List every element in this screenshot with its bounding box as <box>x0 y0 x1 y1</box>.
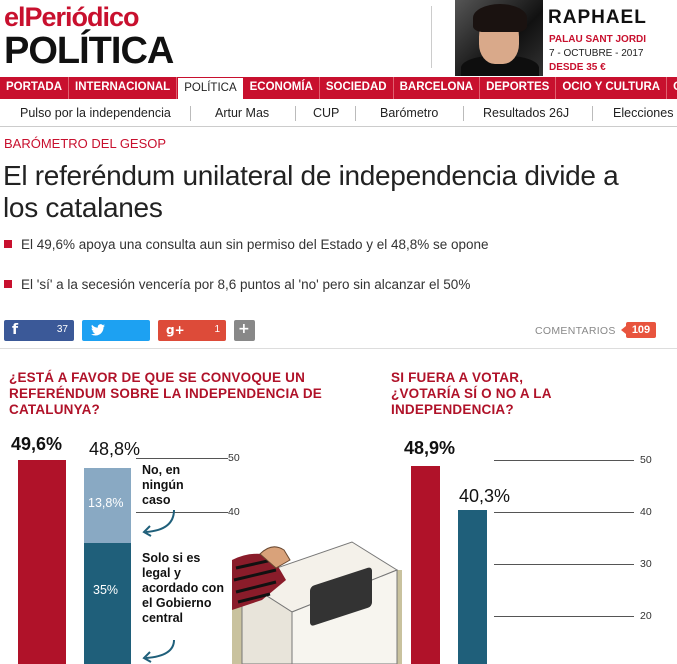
chart2-bar-no <box>458 510 487 664</box>
chart1-note-solo-si-legal: Solo si es legal y acordado con el Gobie… <box>142 551 224 625</box>
site-logo[interactable]: elPeriódico <box>4 2 140 32</box>
chart1-stack-label-solo-si-legal: 35% <box>93 583 119 597</box>
chart1-value-label-no: 48,8% <box>89 439 141 459</box>
twitter-icon <box>91 324 105 336</box>
chart1-tick-50: 50 <box>228 452 240 464</box>
chart1-tick-40: 40 <box>228 506 240 518</box>
summary-bullet: El 'sí' a la secesión vencería por 8,6 p… <box>4 277 470 292</box>
chart1-gridline-50 <box>136 458 228 459</box>
facebook-share-button[interactable]: f 37 <box>4 320 74 341</box>
subnav-item-resultados[interactable]: Resultados 26J <box>483 106 570 120</box>
chart2-gridline-30 <box>494 564 634 565</box>
comments-link[interactable]: COMENTARIOS <box>535 325 616 337</box>
subnav-separator <box>463 106 464 121</box>
twitter-share-button[interactable] <box>82 320 150 341</box>
chart2-tick-40: 40 <box>640 506 652 518</box>
subnav-separator <box>190 106 191 121</box>
subnav-item-artur-mas[interactable]: Artur Mas <box>215 106 270 120</box>
chart2-value-label-no: 40,3% <box>459 486 511 506</box>
nav-item-ocio-cultura[interactable]: OCIO Y CULTURA <box>556 77 668 99</box>
ballot-box-illustration <box>232 520 402 664</box>
chart1-bar-no-ningun-caso <box>84 468 131 543</box>
summary-text: El 'sí' a la secesión vencería por 8,6 p… <box>21 277 471 292</box>
subnav-separator <box>592 106 593 121</box>
nav-item-portada[interactable]: PORTADA <box>0 77 70 99</box>
chart2-gridline-50 <box>494 460 634 461</box>
chart2-tick-30: 30 <box>640 558 652 570</box>
subnav-separator <box>355 106 356 121</box>
divider <box>0 348 677 349</box>
ad-date[interactable]: 7 - OCTUBRE - 2017 <box>549 48 644 59</box>
curved-arrow-icon <box>142 509 175 537</box>
chart1-note-ningun-caso: No, en ningún caso <box>142 463 184 507</box>
ad-price[interactable]: DESDE 35 € <box>549 62 606 73</box>
subnav-separator <box>295 106 296 121</box>
chart2-tick-50: 50 <box>640 454 652 466</box>
chart2-tick-20: 20 <box>640 610 652 622</box>
section-title[interactable]: POLÍTICA <box>4 30 174 72</box>
chart2-value-label-si: 48,9% <box>404 438 456 458</box>
article-headline: El referéndum unilateral de independenci… <box>3 160 619 223</box>
gplus-icon: g+ <box>166 323 185 337</box>
subnav-item-barometro[interactable]: Barómetro <box>380 106 439 120</box>
bullet-square-icon <box>4 280 12 288</box>
sub-nav: Pulso por la independencia Artur Mas CUP… <box>0 101 677 127</box>
chart1-bar-solo-si-legal <box>84 543 131 664</box>
curved-arrow-icon <box>142 639 175 663</box>
summary-text: El 49,6% apoya una consulta aun sin perm… <box>21 237 489 252</box>
nav-item-deportes[interactable]: DEPORTES <box>480 77 557 99</box>
chart1-question: ¿ESTÁ A FAVOR DE QUE SE CONVOQUE UN REFE… <box>9 370 322 417</box>
plus-icon: + <box>238 321 250 337</box>
ad-title[interactable]: RAPHAEL <box>548 7 647 28</box>
nav-item-economia[interactable]: ECONOMÍA <box>244 77 320 99</box>
nav-item-internacional[interactable]: INTERNACIONAL <box>69 77 178 99</box>
nav-item-gente[interactable]: GEN <box>667 77 677 99</box>
article-kicker[interactable]: BARÓMETRO DEL GESOP <box>4 136 167 151</box>
ad-photo[interactable] <box>455 0 543 76</box>
nav-item-sociedad[interactable]: SOCIEDAD <box>320 77 394 99</box>
chart1-gridline-40 <box>136 512 228 513</box>
summary-bullet: El 49,6% apoya una consulta aun sin perm… <box>4 237 489 252</box>
comments-count-badge[interactable]: 109 <box>621 322 656 338</box>
header-divider <box>431 6 432 68</box>
bullet-square-icon <box>4 240 12 248</box>
chart1-stack-label-ningun-caso: 13,8% <box>88 496 124 511</box>
gplus-share-button[interactable]: g+ 1 <box>158 320 226 341</box>
main-nav: PORTADA INTERNACIONAL POLÍTICA ECONOMÍA … <box>0 77 677 99</box>
nav-item-barcelona[interactable]: BARCELONA <box>394 77 481 99</box>
facebook-icon: f <box>12 322 19 338</box>
subnav-item-pulso[interactable]: Pulso por la independencia <box>20 106 171 120</box>
chart2-gridline-40 <box>494 512 634 513</box>
subnav-item-elecciones[interactable]: Elecciones <box>613 106 674 120</box>
chart1-value-label-si: 49,6% <box>11 434 63 454</box>
page-header: elPeriódico POLÍTICA RAPHAEL PALAU SANT … <box>0 0 677 76</box>
chart2-bar-si <box>411 465 440 664</box>
chart2-question: SI FUERA A VOTAR, ¿VOTARÍA SÍ O NO A LA … <box>391 370 552 417</box>
chart1-bar-si <box>18 460 66 664</box>
more-share-button[interactable]: + <box>234 320 255 341</box>
nav-item-politica[interactable]: POLÍTICA <box>177 77 244 99</box>
subnav-item-cup[interactable]: CUP <box>313 106 340 120</box>
chart2-gridline-20 <box>494 616 634 617</box>
facebook-count: 37 <box>56 324 68 335</box>
ad-venue[interactable]: PALAU SANT JORDI <box>549 34 647 45</box>
gplus-count: 1 <box>214 324 220 335</box>
